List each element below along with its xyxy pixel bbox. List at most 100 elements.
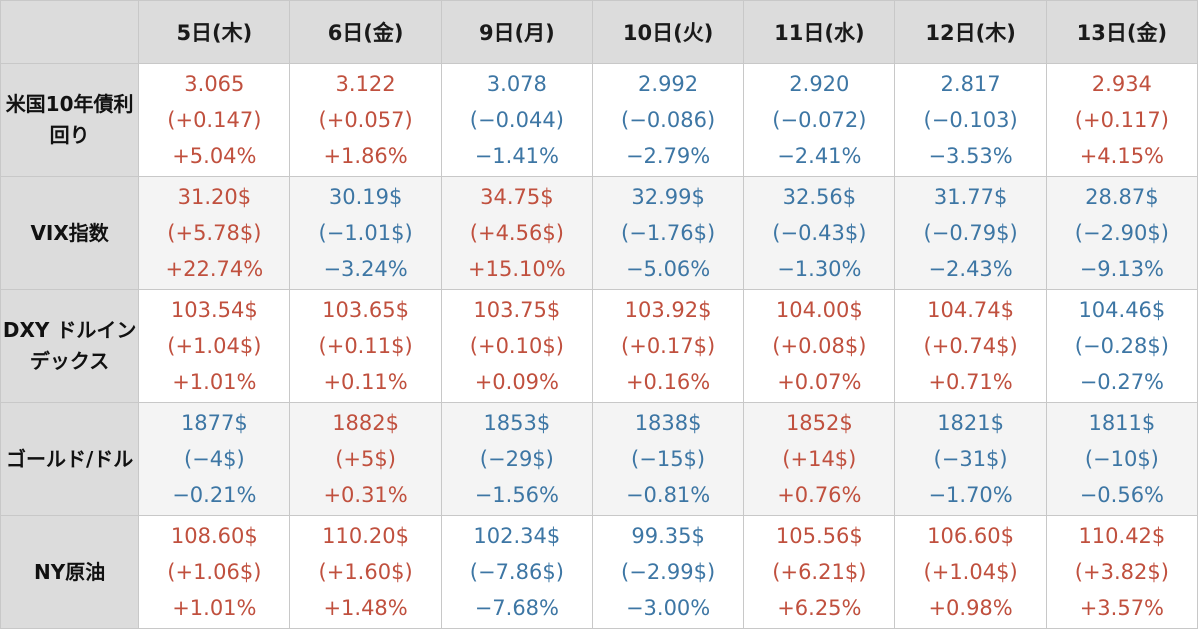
change-amount: (−7.86$) [469,560,564,584]
value-cell: 1811$ (−10$) −0.56% [1045,402,1199,516]
date-header: 11日(水) [743,0,896,64]
change-amount: (+6.21$) [772,560,867,584]
price-value: 99.35$ [631,524,705,548]
price-value: 30.19$ [328,185,403,209]
change-percent: +0.11% [323,370,408,394]
value-cell: 32.56$ (−0.43$) −1.30% [743,176,896,290]
change-amount: (−4$) [183,447,245,471]
change-percent: −1.30% [777,257,862,281]
change-amount: (−0.79$) [923,221,1018,245]
change-percent: −0.56% [1079,483,1165,507]
price-value: 105.56$ [775,524,863,548]
value-cell: 2.992 (−0.086) −2.79% [591,63,745,177]
row-label-line: 債利回り [49,92,134,147]
price-value: 32.56$ [782,185,857,209]
value-cell: 1853$ (−29$) −1.56% [440,402,593,516]
change-amount: (−0.28$) [1074,334,1169,358]
price-value: 3.122 [335,72,396,96]
change-amount: (+5$) [335,447,396,471]
change-amount: (−1.76$) [621,221,716,245]
change-percent: +5.04% [172,144,257,168]
price-value: 103.65$ [322,298,410,322]
value-cell: 1882$ (+5$) +0.31% [289,402,442,516]
value-cell: 3.122 (+0.057) +1.86% [289,63,442,177]
price-value: 110.20$ [322,524,410,548]
value-cell: 1821$ (−31$) −1.70% [894,402,1047,516]
change-amount: (−10$) [1084,447,1159,471]
row-label-line: NY原油 [33,559,106,584]
change-amount: (−2.90$) [1074,221,1169,245]
value-cell: 104.74$ (+0.74$) +0.71% [894,289,1047,403]
change-percent: +22.74% [165,257,264,281]
date-header: 6日(金) [289,0,442,64]
value-cell: 103.54$ (+1.04$) +1.01% [138,289,291,403]
value-cell: 2.920 (−0.072) −2.41% [743,63,896,177]
value-cell: 104.46$ (−0.28$) −0.27% [1045,289,1199,403]
change-amount: (−0.044) [469,108,564,132]
price-value: 104.46$ [1078,298,1166,322]
price-value: 2.817 [940,72,1001,96]
change-percent: −2.41% [777,144,862,168]
change-percent: +6.25% [777,596,862,620]
change-percent: +0.09% [474,370,559,394]
change-amount: (+0.057) [318,108,413,132]
change-percent: −0.27% [1079,370,1165,394]
value-cell: 31.20$ (+5.78$) +22.74% [138,176,291,290]
value-cell: 105.56$ (+6.21$) +6.25% [743,515,896,629]
row-label-line: VIX指数 [30,220,109,245]
change-amount: (+0.08$) [772,334,867,358]
change-amount: (−15$) [631,447,706,471]
price-value: 3.078 [486,72,547,96]
change-percent: +0.07% [777,370,862,394]
change-percent: +1.48% [323,596,408,620]
change-amount: (−0.43$) [772,221,867,245]
header-row: 5日(木) 6日(金) 9日(月) 10日(火) 11日(水) 12日(木) 1… [0,0,1199,64]
price-value: 104.00$ [775,298,863,322]
value-cell: 2.934 (+0.117) +4.15% [1045,63,1199,177]
value-cell: 28.87$ (−2.90$) −9.13% [1045,176,1199,290]
price-value: 32.99$ [631,185,705,209]
date-header: 10日(火) [591,0,745,64]
value-cell: 106.60$ (+1.04$) +0.98% [894,515,1047,629]
price-value: 2.992 [638,72,699,96]
row-label: NY原油 [0,515,140,629]
change-percent: +1.86% [323,144,408,168]
price-value: 2.934 [1091,72,1152,96]
change-amount: (+0.147) [167,108,262,132]
change-amount: (+3.82$) [1074,560,1169,584]
change-amount: (−31$) [933,447,1008,471]
row-label: ゴールド/ドル [0,402,140,516]
price-value: 34.75$ [480,185,554,209]
change-amount: (+1.06$) [167,560,262,584]
change-percent: −7.68% [474,596,559,620]
row-label-line: 米国10年 [5,92,94,116]
table-row: ゴールド/ドル 1877$ (−4$) −0.21% 1882$ (+5$) +0.31% 1… [0,402,1199,516]
price-value: 103.75$ [473,298,561,322]
row-label-line: インデックス [29,318,137,373]
change-percent: −3.24% [323,257,408,281]
value-cell: 103.92$ (+0.17$) +0.16% [591,289,745,403]
price-value: 1877$ [180,411,248,435]
change-amount: (−1.01$) [318,221,413,245]
price-value: 1838$ [634,411,702,435]
row-label: VIX指数 [0,176,140,290]
row-label: 米国10年債利回り [0,63,140,177]
value-cell: 31.77$ (−0.79$) −2.43% [894,176,1047,290]
row-label: DXY ドルインデックス [0,289,140,403]
change-percent: +1.01% [172,596,257,620]
price-value: 104.74$ [927,298,1015,322]
date-header: 5日(木) [138,0,291,64]
change-amount: (+0.74$) [923,334,1018,358]
change-percent: −9.13% [1079,257,1165,281]
table-row: DXY ドルインデックス 103.54$ (+1.04$) +1.01% 103.65$… [0,289,1199,403]
change-percent: −1.56% [474,483,559,507]
value-cell: 1852$ (+14$) +0.76% [743,402,896,516]
change-percent: +1.01% [172,370,257,394]
value-cell: 3.065 (+0.147) +5.04% [138,63,291,177]
price-value: 110.42$ [1078,524,1166,548]
price-value: 1853$ [483,411,551,435]
date-header: 9日(月) [440,0,593,64]
change-amount: (+0.10$) [469,334,564,358]
value-cell: 110.42$ (+3.82$) +3.57% [1045,515,1199,629]
